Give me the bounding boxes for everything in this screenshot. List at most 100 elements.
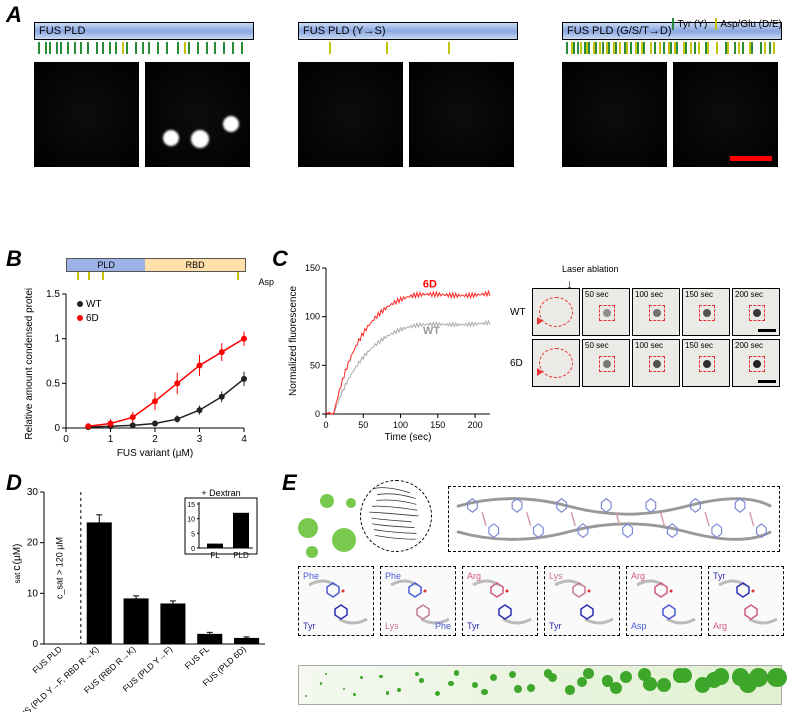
asp-label: Asp (258, 277, 274, 287)
svg-text:0: 0 (54, 423, 60, 434)
svg-text:FL: FL (210, 551, 220, 560)
svg-text:200: 200 (468, 420, 483, 430)
frap-cell: 200 sec (732, 339, 780, 387)
gradient-drop-icon (360, 676, 363, 679)
panel-c: C 050100150200050100150Normalized fluore… (278, 252, 788, 462)
gradient-drop-icon (481, 689, 488, 696)
construct-bar: FUS PLD (34, 22, 254, 40)
gradient-drop-icon (454, 670, 460, 676)
micrograph-pair (298, 62, 518, 167)
micrograph (562, 62, 667, 167)
interaction-cell: Lys Tyr (544, 566, 620, 636)
gradient-drop-icon (749, 668, 768, 687)
panel-e-label: E (282, 470, 297, 496)
micrograph-pair (34, 62, 254, 167)
gradient-drop-icon (325, 673, 327, 675)
interaction-cell: Arg Tyr (462, 566, 538, 636)
interaction-cell: Tyr Arg (708, 566, 784, 636)
polymer-network-icon (365, 485, 427, 547)
construct-group-2: Tyr (Y) Asp/Glu (D/E) FUS PLD (G/S/T→D) (562, 22, 782, 167)
zoom-rect (448, 486, 780, 552)
panel-a: A Tyr (Y) Asp/Glu (D/E) FUS PLD (G/S/T→D… (8, 8, 792, 238)
leg-tick-asp (715, 18, 717, 30)
frap-cell: 150 sec (682, 288, 730, 336)
svg-text:Normalized fluorescence: Normalized fluorescence (288, 286, 299, 396)
svg-text:FUS FL: FUS FL (183, 644, 212, 671)
chart-c: 050100150200050100150Normalized fluoresc… (286, 262, 496, 442)
svg-text:c: c (11, 565, 23, 571)
frap-cell: 100 sec (632, 288, 680, 336)
gradient-drop-icon (643, 677, 656, 690)
droplet-icon (332, 528, 356, 552)
gradient-drop-icon (379, 675, 382, 678)
panel-b-label: B (6, 246, 22, 272)
svg-text:10: 10 (27, 588, 39, 599)
frap-row-label: WT (510, 288, 532, 336)
svg-text:10: 10 (187, 517, 195, 524)
micrograph (298, 62, 403, 167)
micrograph (145, 62, 250, 167)
micrograph (34, 62, 139, 167)
chart-b: 0123400.511.5Relative amount condensed p… (20, 288, 250, 458)
svg-text:30: 30 (27, 487, 39, 498)
svg-text:0: 0 (191, 546, 195, 553)
gradient-drop-icon (386, 691, 390, 695)
frap-grid: Laser ablation ↓ WT50 sec100 sec150 sec2… (510, 266, 782, 390)
svg-text:20: 20 (27, 538, 39, 549)
gradient-drop-icon (305, 695, 307, 697)
frap-row-label: 6D (510, 339, 532, 387)
svg-text:c_sat > 120 µM: c_sat > 120 µM (54, 537, 64, 599)
svg-text:100: 100 (305, 312, 320, 322)
interaction-cell: Phe Tyr (298, 566, 374, 636)
droplet-icon (346, 498, 356, 508)
gradient-drop-icon (527, 684, 535, 692)
svg-text:1: 1 (54, 334, 60, 345)
svg-text:50: 50 (310, 360, 320, 370)
svg-text:0: 0 (32, 639, 38, 650)
panel-a-label: A (6, 2, 22, 28)
gradient-drop-icon (565, 685, 575, 695)
frap-cell: 50 sec (582, 288, 630, 336)
svg-text:15: 15 (187, 502, 195, 509)
panel-b: B PLD RBD Asp 0123400.511.5Relative amou… (8, 252, 258, 462)
svg-text:6D: 6D (86, 313, 99, 324)
svg-text:Time (sec): Time (sec) (385, 432, 432, 442)
asp-ticks: Asp (66, 272, 246, 282)
frap-cell: 100 sec (632, 339, 680, 387)
domain-bar: PLD RBD (66, 258, 246, 272)
frap-cell: 200 sec (732, 288, 780, 336)
gradient-drop-icon (320, 682, 322, 684)
gradient-drop-icon (415, 672, 419, 676)
svg-text:1: 1 (108, 434, 114, 445)
scalebar (730, 156, 772, 161)
gradient-drop-icon (343, 688, 345, 690)
leg-label-tyr: Tyr (Y) (677, 19, 707, 30)
ablation-label: Laser ablation (562, 264, 619, 274)
svg-text:0: 0 (315, 409, 320, 419)
droplet-icon (320, 494, 334, 508)
svg-text:6D: 6D (423, 278, 437, 290)
gradient-drop-icon (419, 678, 424, 683)
svg-text:0: 0 (323, 420, 328, 430)
svg-text:sat: sat (13, 572, 22, 583)
gradient-drop-icon (657, 678, 671, 692)
pld-domain: PLD (67, 259, 145, 271)
gradient-drop-icon (448, 681, 453, 686)
rbd-domain: RBD (145, 259, 245, 271)
construct-bar: FUS PLD (Y→S) (298, 22, 518, 40)
micrograph-pair (562, 62, 782, 167)
construct-ticks (34, 42, 254, 56)
droplet-icon (298, 518, 318, 538)
chart-d: 0102030csat (µM)c_sat > 120 µMFUS PLDFUS… (8, 482, 273, 712)
micrograph (673, 62, 778, 167)
svg-text:50: 50 (358, 420, 368, 430)
gradient-drop-icon (677, 668, 692, 683)
svg-text:4: 4 (241, 434, 247, 445)
gradient-drop-icon (610, 682, 622, 694)
gradient-drop-icon (713, 668, 730, 685)
tick-legend: Tyr (Y) Asp/Glu (D/E) (672, 18, 782, 30)
interaction-row: Phe Tyr Phe Lys Phe Arg Tyr Lys Tyr (298, 566, 784, 636)
svg-text:WT: WT (86, 299, 102, 310)
construct-ticks (562, 42, 782, 56)
svg-text:0: 0 (63, 434, 69, 445)
